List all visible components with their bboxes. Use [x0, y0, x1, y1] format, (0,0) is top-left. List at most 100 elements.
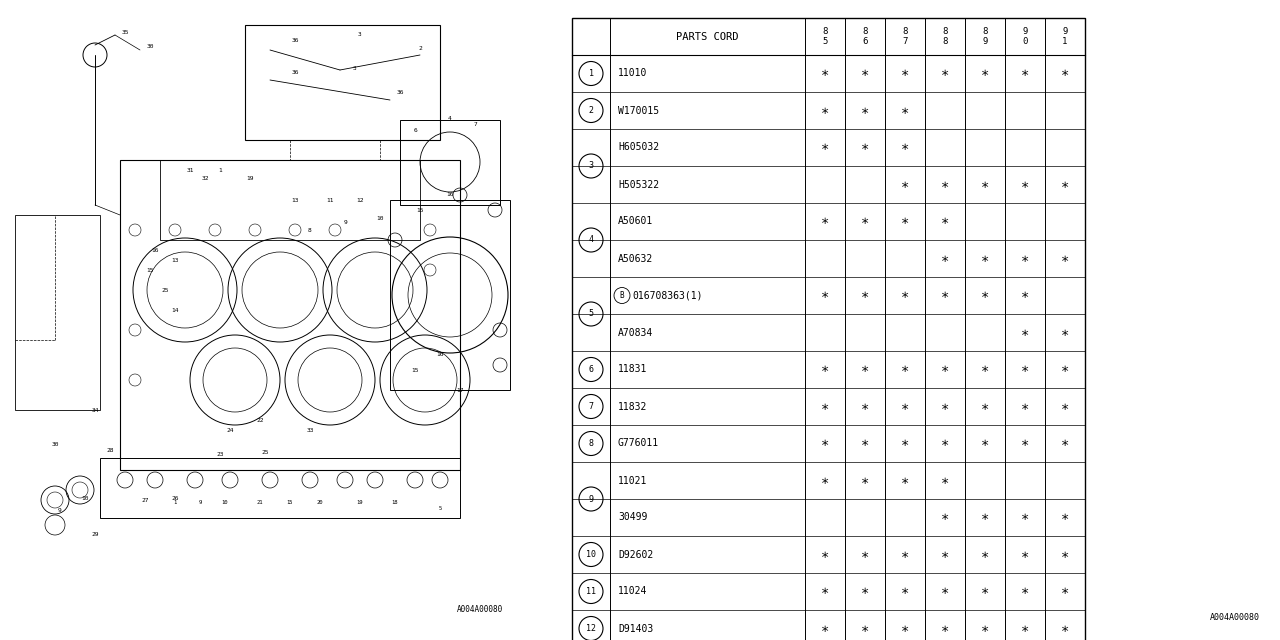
Text: ∗: ∗: [861, 67, 869, 81]
Text: 12: 12: [586, 624, 596, 633]
Text: D91403: D91403: [618, 623, 653, 634]
Text: 8: 8: [308, 227, 312, 232]
Text: ∗: ∗: [941, 511, 950, 525]
Text: ∗: ∗: [980, 289, 989, 303]
Text: ∗: ∗: [820, 289, 829, 303]
Text: 9: 9: [198, 500, 202, 506]
Text: 36: 36: [292, 70, 298, 76]
Text: 016708363(1): 016708363(1): [632, 291, 703, 301]
Text: B: B: [620, 291, 625, 300]
Text: ∗: ∗: [861, 214, 869, 228]
Text: 31: 31: [187, 168, 193, 173]
Text: ∗: ∗: [901, 141, 909, 154]
Text: ∗: ∗: [861, 399, 869, 413]
Text: 34: 34: [91, 408, 99, 413]
Text: A004A00080: A004A00080: [457, 605, 503, 614]
Text: ∗: ∗: [901, 621, 909, 636]
Text: ∗: ∗: [1021, 436, 1029, 451]
Text: ∗: ∗: [820, 621, 829, 636]
Text: ∗: ∗: [941, 252, 950, 266]
Text: W170015: W170015: [618, 106, 659, 115]
Text: ∗: ∗: [980, 584, 989, 598]
Bar: [120, 160, 460, 470]
Bar: [15, 215, 100, 410]
Text: 10: 10: [376, 216, 384, 221]
Text: 9: 9: [982, 37, 988, 46]
Text: ∗: ∗: [941, 436, 950, 451]
Text: 8: 8: [902, 27, 908, 36]
Text: 14: 14: [172, 307, 179, 312]
Text: ∗: ∗: [980, 511, 989, 525]
Text: ∗: ∗: [861, 584, 869, 598]
Text: ∗: ∗: [941, 67, 950, 81]
Text: 0: 0: [1023, 37, 1028, 46]
Text: ∗: ∗: [941, 214, 950, 228]
Text: ∗: ∗: [1021, 177, 1029, 191]
Text: ∗: ∗: [861, 362, 869, 376]
Text: 17: 17: [456, 387, 463, 392]
Text: 3: 3: [358, 33, 362, 38]
Text: ∗: ∗: [901, 362, 909, 376]
Text: 11832: 11832: [618, 401, 648, 412]
Text: A004A00080: A004A00080: [1210, 613, 1260, 622]
Text: ∗: ∗: [1021, 252, 1029, 266]
Text: 16: 16: [447, 193, 453, 198]
Text: 18: 18: [392, 500, 398, 506]
Text: 2: 2: [589, 106, 594, 115]
Text: 8: 8: [589, 439, 594, 448]
Text: 32: 32: [201, 175, 209, 180]
Text: 13: 13: [292, 198, 298, 202]
Text: 8: 8: [982, 27, 988, 36]
Text: ∗: ∗: [1021, 621, 1029, 636]
Text: ∗: ∗: [980, 67, 989, 81]
Text: ∗: ∗: [1061, 177, 1069, 191]
Text: ∗: ∗: [901, 289, 909, 303]
Text: 6: 6: [863, 37, 868, 46]
Text: 16: 16: [436, 353, 444, 358]
Text: 11831: 11831: [618, 365, 648, 374]
Text: ∗: ∗: [941, 399, 950, 413]
Text: ∗: ∗: [820, 399, 829, 413]
Text: ∗: ∗: [901, 584, 909, 598]
Text: ∗: ∗: [1061, 436, 1069, 451]
Text: 3: 3: [589, 161, 594, 170]
Text: ∗: ∗: [1021, 289, 1029, 303]
Text: 19: 19: [246, 175, 253, 180]
Text: 5: 5: [822, 37, 828, 46]
Text: 15: 15: [146, 268, 154, 273]
Text: 25: 25: [161, 287, 169, 292]
Text: 29: 29: [91, 532, 99, 538]
Text: 7: 7: [589, 402, 594, 411]
Text: 10: 10: [221, 500, 228, 506]
Text: 27: 27: [141, 497, 148, 502]
Text: ∗: ∗: [1061, 584, 1069, 598]
Bar: [399, 120, 500, 205]
Text: 9: 9: [1023, 27, 1028, 36]
Text: 6: 6: [413, 127, 417, 132]
Text: 19: 19: [357, 500, 364, 506]
Text: 5: 5: [589, 310, 594, 319]
Text: ∗: ∗: [941, 177, 950, 191]
Text: 2: 2: [419, 45, 422, 51]
Bar: [100, 458, 460, 518]
Text: ∗: ∗: [861, 474, 869, 488]
Text: 28: 28: [106, 447, 114, 452]
Text: ∗: ∗: [861, 289, 869, 303]
Bar: [572, 18, 1085, 640]
Text: H505322: H505322: [618, 179, 659, 189]
Text: D92602: D92602: [618, 550, 653, 559]
Text: 9: 9: [589, 495, 594, 504]
Text: ∗: ∗: [1061, 399, 1069, 413]
Text: 11: 11: [326, 198, 334, 202]
Text: ∗: ∗: [980, 362, 989, 376]
Text: ∗: ∗: [980, 252, 989, 266]
Bar: [244, 25, 440, 140]
Text: A70834: A70834: [618, 328, 653, 337]
Text: ∗: ∗: [1021, 511, 1029, 525]
Text: ∗: ∗: [820, 141, 829, 154]
Text: ∗: ∗: [1061, 362, 1069, 376]
Text: 15: 15: [416, 207, 424, 212]
Text: ∗: ∗: [820, 584, 829, 598]
Text: ∗: ∗: [861, 621, 869, 636]
Text: ∗: ∗: [901, 214, 909, 228]
